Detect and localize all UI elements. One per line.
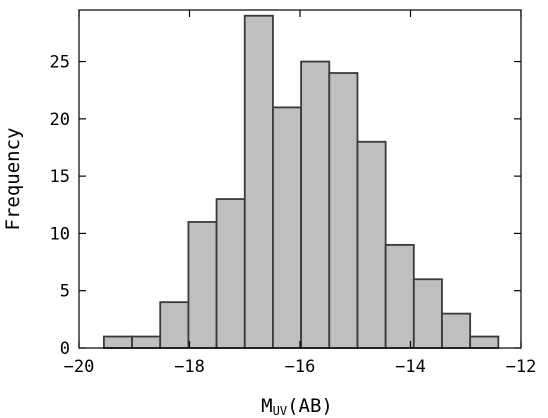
histogram-bar (215, 198, 246, 349)
histogram-bar (441, 312, 472, 349)
histogram-bar (159, 301, 190, 349)
plot-frame (78, 9, 522, 349)
y-tick-label: 5 (60, 282, 70, 302)
y-tick-label: 20 (50, 110, 70, 130)
x-tick-label: −20 (64, 357, 95, 377)
y-tick-label: 10 (50, 224, 70, 244)
x-axis-label-suffix: (AB) (287, 395, 333, 417)
x-tick-label: −18 (174, 357, 205, 377)
histogram-bar (328, 72, 359, 349)
y-tick-label: 0 (60, 339, 70, 359)
histogram-bar (300, 60, 331, 349)
histogram-bar (469, 335, 500, 349)
histogram-bar (187, 221, 218, 349)
y-tick-label: 15 (50, 167, 70, 187)
y-tick-label: 25 (50, 53, 70, 73)
x-tick-label: −14 (395, 357, 426, 377)
histogram-bar (102, 335, 133, 349)
bars-group (102, 14, 500, 349)
histogram-bar (384, 243, 415, 349)
x-axis-label: MUV(AB) (261, 395, 333, 418)
histogram-bar (412, 278, 443, 349)
y-axis-label: Frequency (2, 128, 24, 231)
histogram-bar (272, 106, 303, 349)
x-axis-label-main: M (261, 395, 272, 417)
x-tick-label: −12 (506, 357, 537, 377)
y-ticks-group: 0 5 10 15 20 25 (50, 53, 521, 359)
x-axis-label-subscript: UV (273, 404, 287, 418)
x-tick-label: −16 (285, 357, 316, 377)
histogram-bar (243, 14, 274, 349)
x-ticks-group: −20 −18 −16 −14 −12 (64, 10, 537, 377)
histogram-bar (131, 335, 162, 349)
histogram-bar (356, 140, 387, 349)
